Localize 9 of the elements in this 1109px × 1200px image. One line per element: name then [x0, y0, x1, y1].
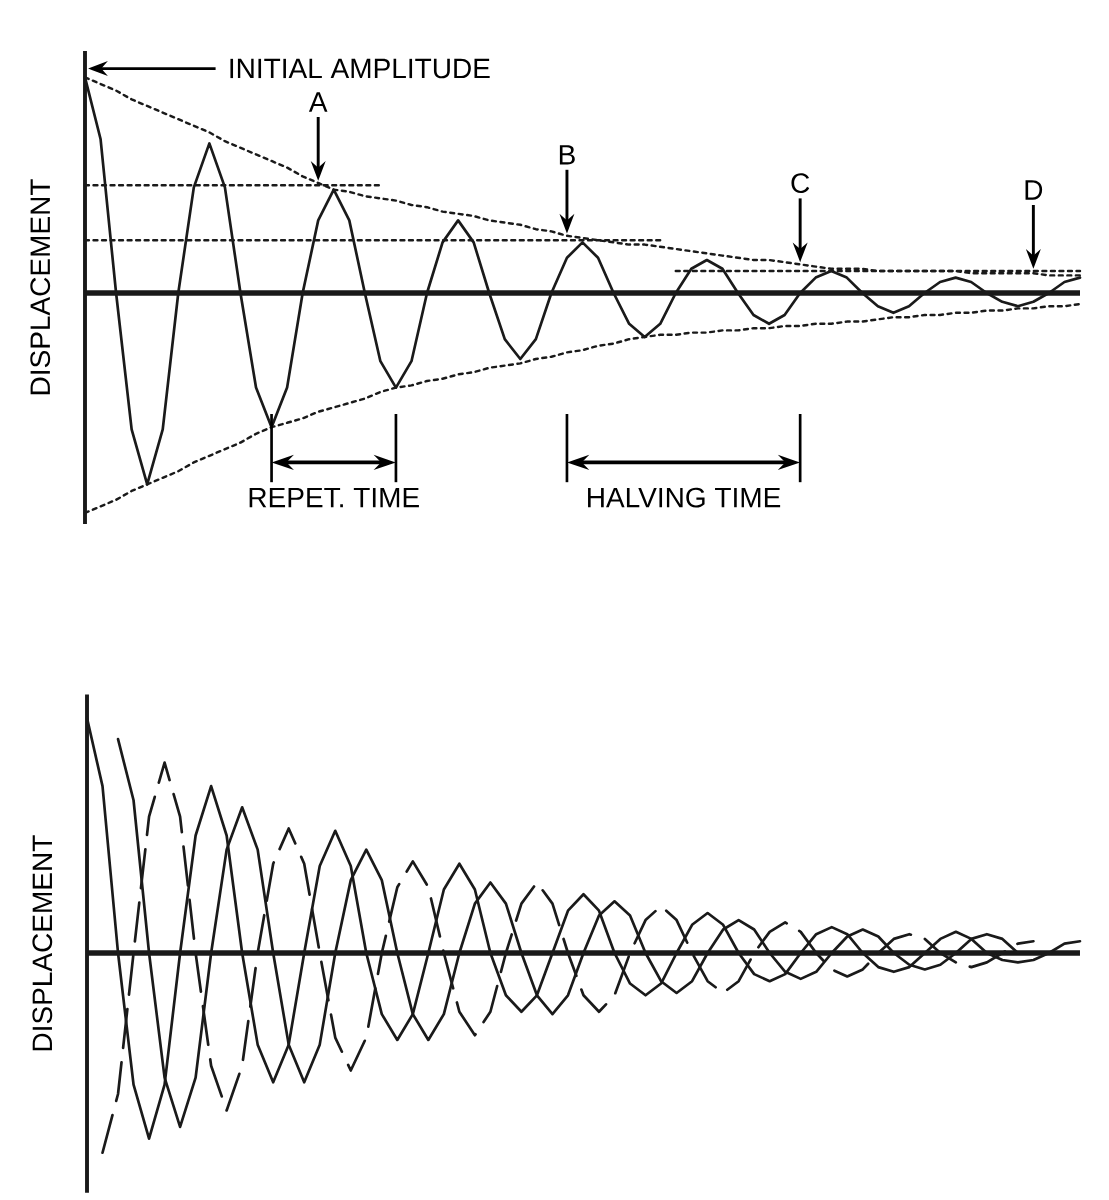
annotation: INITIAL AMPLITUDE	[230, 58, 490, 79]
annotation: C	[791, 173, 810, 194]
annotation: HALVING TIME	[588, 487, 781, 508]
annotation: REPET. TIME	[249, 487, 419, 508]
annotation: B	[559, 145, 575, 165]
annotation: A	[308, 92, 328, 112]
annotation: D	[1025, 180, 1043, 200]
y-axis-title: DISPLACEMENT	[30, 179, 51, 395]
y-axis-title: DISPLACEMENT	[32, 835, 53, 1051]
